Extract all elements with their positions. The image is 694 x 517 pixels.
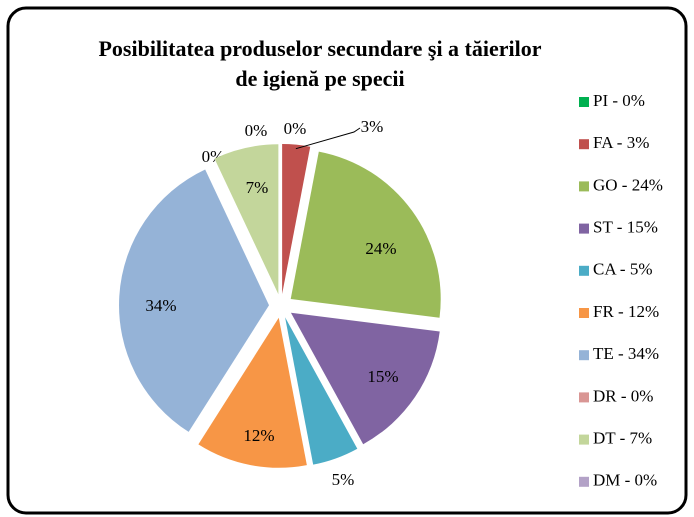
legend-label: DR - 0% [593, 386, 653, 405]
legend-label: DM - 0% [593, 471, 657, 490]
legend-swatch [579, 139, 589, 150]
legend-swatch [579, 265, 589, 276]
chart-title: Posibilitatea produselor secundare şi a … [98, 36, 542, 91]
pie-slice [282, 144, 311, 295]
pie-slice [198, 317, 307, 468]
legend-label: ST - 15% [593, 218, 658, 237]
leader-line [295, 127, 361, 150]
legend-label: FR - 12% [593, 302, 659, 321]
pie-slice [212, 159, 276, 296]
pie-slice [285, 317, 358, 465]
legend-swatch [579, 181, 589, 192]
legend-swatch [579, 392, 589, 403]
legend-swatch [579, 434, 589, 445]
data-label: 3% [361, 117, 384, 136]
legend-label: PI - 0% [593, 91, 645, 110]
legend-label: CA - 5% [593, 260, 653, 279]
legend-swatch [579, 476, 589, 487]
pie-slice [214, 144, 279, 295]
legend-label: DT - 7% [593, 429, 652, 448]
pie-slice [290, 312, 440, 445]
data-label: 34% [145, 296, 176, 315]
data-label: 5% [332, 470, 355, 489]
data-label: 15% [367, 367, 398, 386]
legend-swatch [579, 97, 589, 107]
legend-label: GO - 24% [593, 175, 663, 194]
legend-swatch [579, 350, 589, 361]
legend-label: TE - 34% [593, 344, 659, 363]
legend-label: FA - 3% [593, 133, 649, 152]
data-label: 24% [365, 239, 396, 258]
legend-swatch [579, 308, 589, 318]
legend-swatch [579, 223, 589, 234]
data-label: 0% [284, 119, 307, 138]
data-label: 7% [246, 178, 269, 197]
data-label: 12% [243, 426, 274, 445]
pie-slice [290, 151, 441, 318]
pie-slice [119, 169, 270, 432]
data-label: 0% [245, 121, 268, 140]
